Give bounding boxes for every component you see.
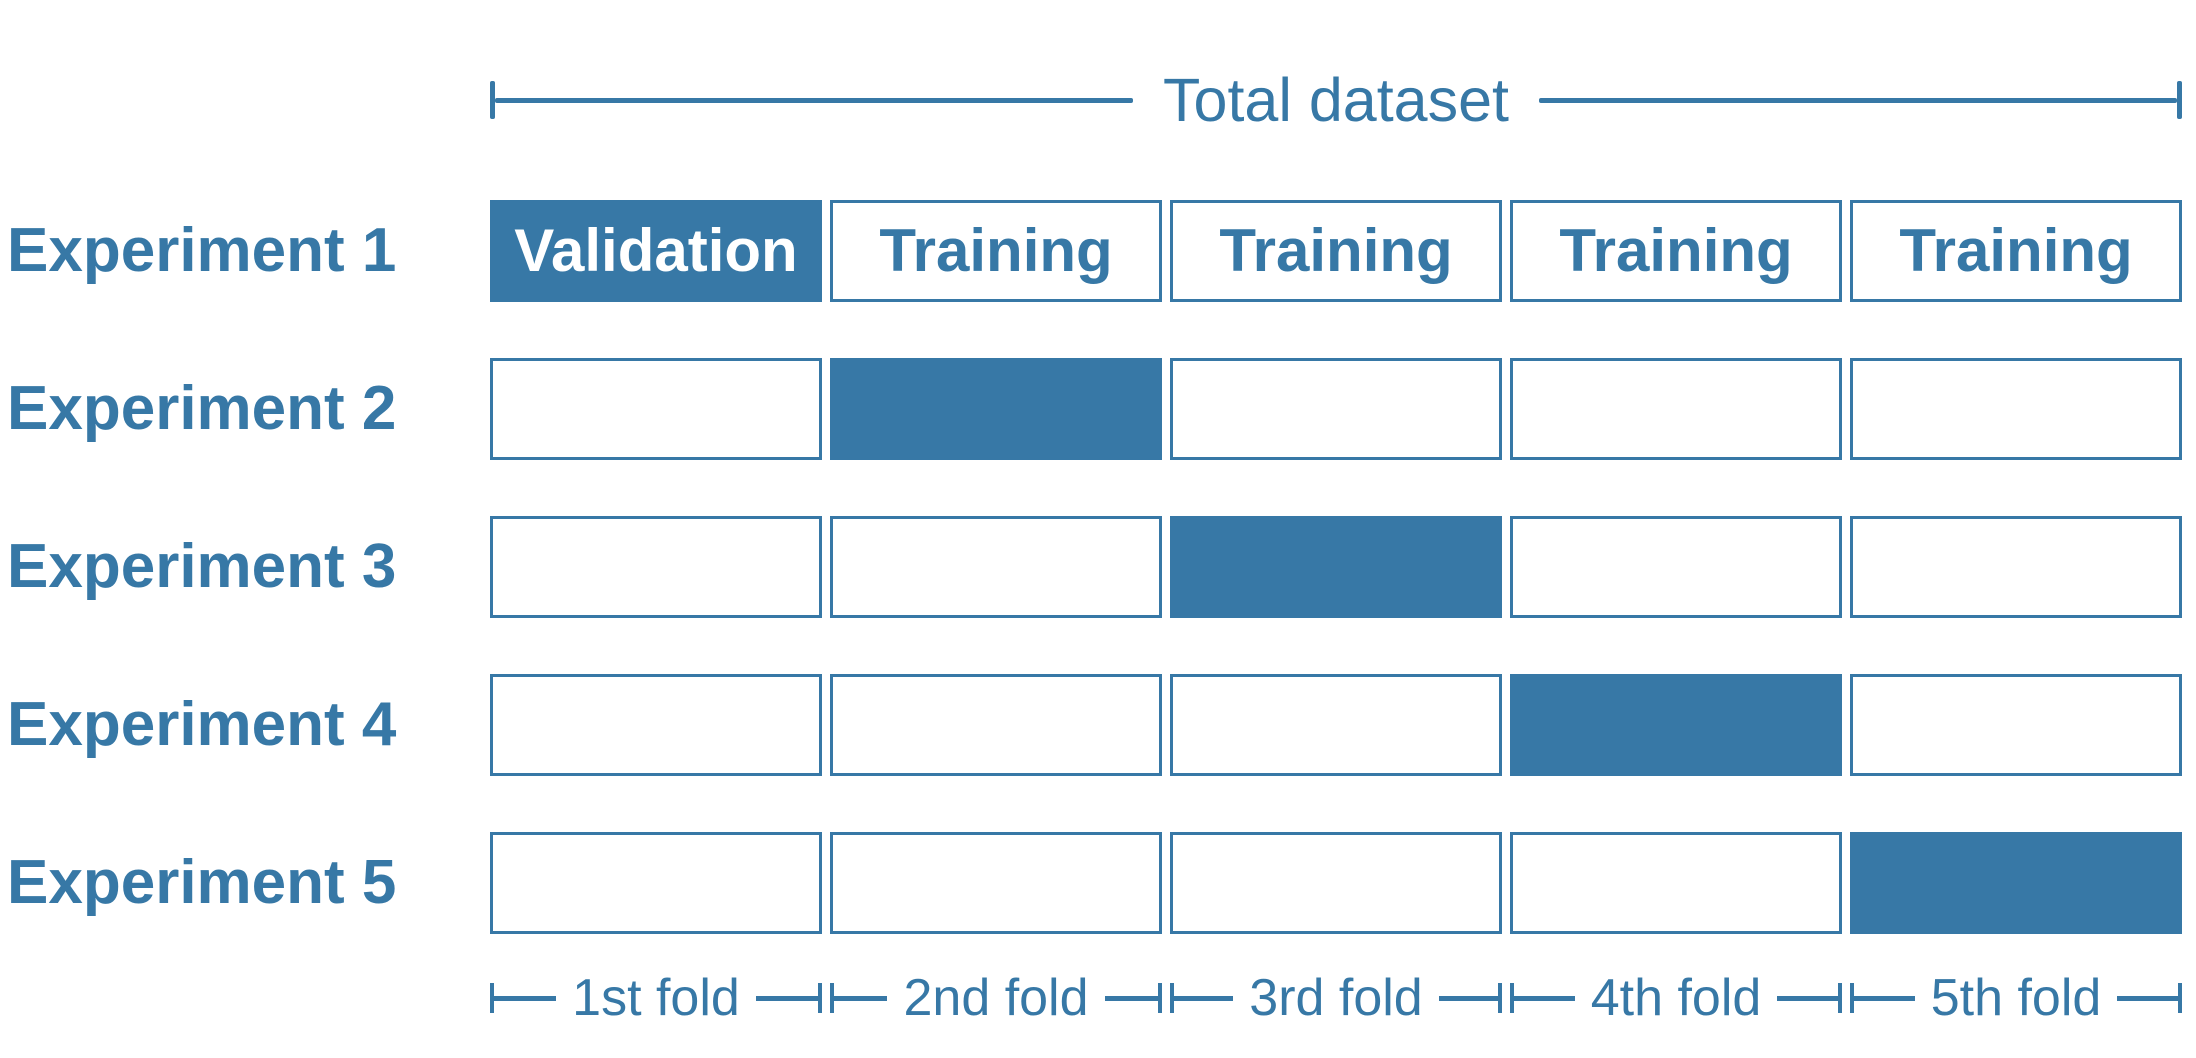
fold-left-line: [1514, 995, 1575, 1001]
fold-cell: Validation: [490, 200, 822, 302]
fold-cell: [1510, 516, 1842, 618]
fold-cell-label: Training: [879, 217, 1113, 284]
fold-label-text: 5th fold: [1930, 969, 2102, 1027]
experiment-label: Experiment 2: [7, 374, 397, 443]
experiment-row: Experiment 1 Validation Training Trainin…: [0, 200, 2196, 302]
fold-cell: [1510, 832, 1842, 934]
fold-left-tick-icon: [830, 983, 834, 1013]
fold-right-tick-icon: [1158, 983, 1163, 1013]
experiment-row: Experiment 4: [0, 674, 2196, 776]
experiment-label: Experiment 1: [7, 216, 397, 285]
bracket-left-line: [495, 97, 1134, 103]
experiment-label: Experiment 4: [7, 690, 397, 759]
fold-cell: Training: [1170, 200, 1502, 302]
total-dataset-bracket: Total dataset: [490, 65, 2182, 134]
fold-right-line: [755, 995, 818, 1001]
fold-right-line: [2117, 995, 2179, 1001]
fold-cell: [1510, 358, 1842, 460]
experiment-label: Experiment 3: [7, 532, 397, 601]
fold-cell: [1850, 832, 2182, 934]
fold-cell: [1850, 674, 2182, 776]
fold-cell-label: Training: [1899, 217, 2133, 284]
fold-cell: Training: [1510, 200, 1842, 302]
fold-cell: [830, 358, 1162, 460]
fold-left-line: [834, 995, 888, 1001]
fold-right-line: [1104, 995, 1159, 1001]
fold-cell: [1170, 516, 1502, 618]
fold-cell: Training: [830, 200, 1162, 302]
fold-cell: [490, 832, 822, 934]
fold-cells: [490, 358, 2182, 460]
fold-cell: [830, 832, 1162, 934]
fold-left-tick-icon: [1510, 983, 1514, 1013]
fold-cells: [490, 674, 2182, 776]
fold-cell-label: Validation: [514, 217, 798, 284]
fold-label: 4th fold: [1510, 966, 1843, 1030]
fold-cell: [490, 674, 822, 776]
fold-left-tick-icon: [1170, 983, 1174, 1013]
fold-cell: [830, 674, 1162, 776]
fold-cells: Validation Training Training Training Tr…: [490, 200, 2182, 302]
fold-right-line: [1438, 995, 1499, 1001]
fold-cell: Training: [1850, 200, 2182, 302]
bracket-left-tick-icon: [490, 81, 495, 119]
fold-cell: [1850, 516, 2182, 618]
fold-cell: [1170, 358, 1502, 460]
fold-cell: [1850, 358, 2182, 460]
fold-cell: [490, 358, 822, 460]
fold-left-tick-icon: [1850, 983, 1854, 1013]
fold-right-line: [1777, 995, 1839, 1001]
experiment-row: Experiment 5: [0, 832, 2196, 934]
fold-cell: [830, 516, 1162, 618]
bracket-right-line: [1538, 97, 2177, 103]
fold-label: 3rd fold: [1170, 966, 1503, 1030]
fold-left-line: [1854, 995, 1915, 1001]
fold-left-line: [1174, 995, 1234, 1001]
fold-cell: [1510, 674, 1842, 776]
fold-label-text: 2nd fold: [903, 969, 1089, 1027]
fold-cells: [490, 516, 2182, 618]
fold-left-line: [494, 995, 557, 1001]
fold-cell: [490, 516, 822, 618]
fold-label-text: 1st fold: [572, 969, 740, 1027]
fold-label: 2nd fold: [830, 966, 1163, 1030]
experiment-row: Experiment 2: [0, 358, 2196, 460]
fold-labels-row: 1st fold 2nd fold 3rd fold 4th fold 5th …: [490, 966, 2183, 1030]
fold-right-tick-icon: [2178, 983, 2183, 1013]
fold-label: 1st fold: [490, 966, 822, 1030]
fold-label-text: 4th fold: [1590, 969, 1762, 1027]
bracket-right-tick-icon: [2177, 81, 2182, 119]
experiment-rows: Experiment 1 Validation Training Trainin…: [0, 200, 2196, 990]
fold-cell: [1170, 674, 1502, 776]
experiment-row: Experiment 3: [0, 516, 2196, 618]
fold-label: 5th fold: [1850, 966, 2183, 1030]
fold-right-tick-icon: [1498, 983, 1503, 1013]
fold-cell-label: Training: [1559, 217, 1793, 284]
total-dataset-label: Total dataset: [1163, 65, 1509, 134]
fold-right-tick-icon: [1838, 983, 1843, 1013]
fold-cell: [1170, 832, 1502, 934]
fold-cells: [490, 832, 2182, 934]
fold-cell-label: Training: [1219, 217, 1453, 284]
experiment-label: Experiment 5: [7, 848, 397, 917]
fold-label-text: 3rd fold: [1249, 969, 1423, 1027]
fold-left-tick-icon: [490, 983, 494, 1013]
fold-right-tick-icon: [818, 983, 822, 1013]
